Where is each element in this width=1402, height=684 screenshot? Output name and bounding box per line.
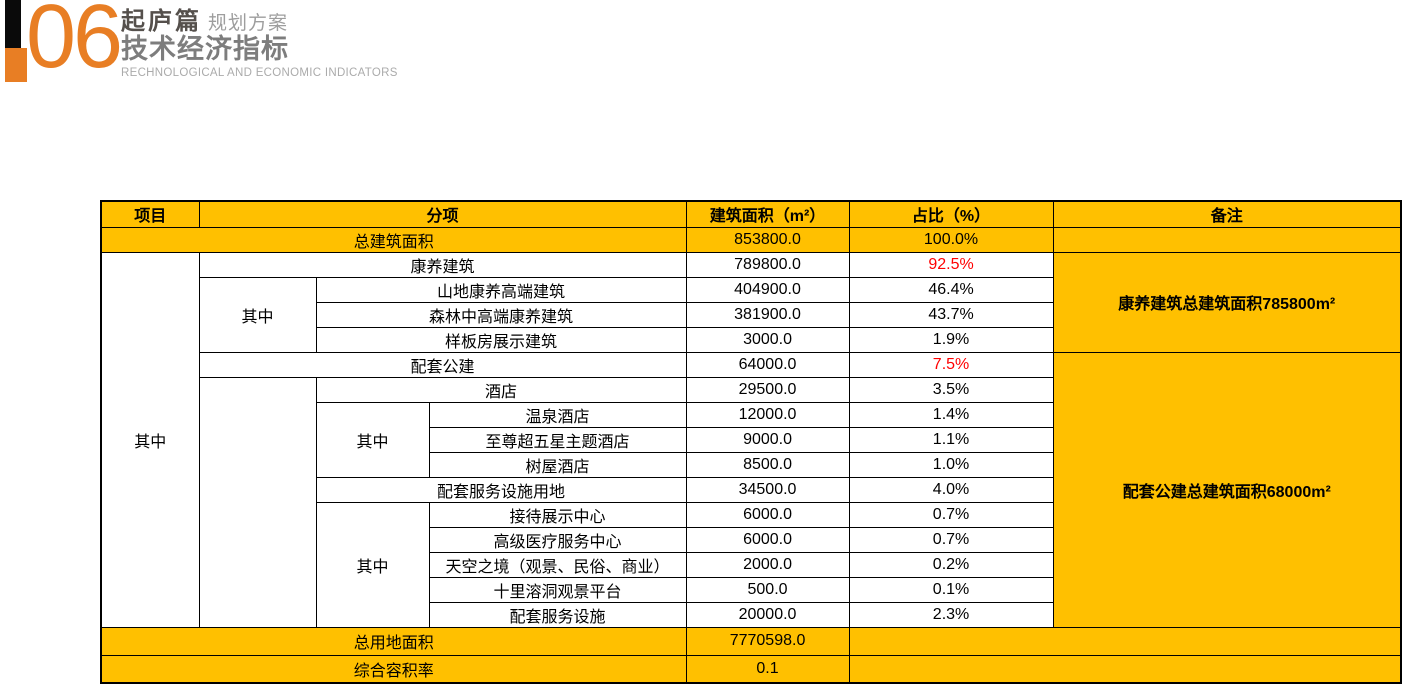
cell-percent: 4.0% (848, 476, 1054, 503)
cell-percent: 1.0% (848, 451, 1054, 478)
cell-label: 总用地面积 (100, 626, 687, 656)
cell-label: 森林中高端康养建筑 (315, 301, 687, 328)
cell-percent: 1.1% (848, 426, 1054, 453)
cell-label: 高级医疗服务中心 (428, 526, 687, 553)
section-number: 06 (26, 0, 123, 87)
cell-label: 酒店 (315, 376, 687, 403)
table-row-plot-ratio: 综合容积率 0.1 (100, 654, 1402, 684)
cell-remark-empty (1052, 226, 1402, 253)
cell-area: 3000.0 (685, 326, 850, 353)
cell-area: 64000.0 (685, 351, 850, 378)
cell-area: 853800.0 (685, 226, 850, 253)
cell-label: 天空之境（观景、民俗、商业） (428, 551, 687, 578)
cell-label: 配套服务设施 (428, 601, 687, 628)
cell-label: 树屋酒店 (428, 451, 687, 478)
cell-percent: 0.1% (848, 576, 1054, 603)
cell-percent: 0.2% (848, 551, 1054, 578)
table-row: 酒店 29500.0 3.5% (101, 376, 1401, 628)
page-subtitle-en: RECHNOLOGICAL AND ECONOMIC INDICATORS (121, 67, 398, 80)
brand-orange-bar (5, 48, 27, 82)
table-row: 其中 山地康养高端建筑 404900.0 46.4% (101, 276, 1401, 353)
column-header-remarks: 备注 (1052, 200, 1402, 228)
cell-area: 0.1 (685, 654, 850, 684)
cell-percent: 0.7% (848, 501, 1054, 528)
cell-label: 至尊超五星主题酒店 (428, 426, 687, 453)
kicker-title: 起庐篇 (121, 8, 202, 35)
cell-merge-qizhong-level2: 其中 (198, 276, 317, 353)
cell-percent: 92.5% (848, 251, 1054, 278)
cell-empty (848, 654, 1402, 684)
cell-area: 9000.0 (685, 426, 850, 453)
table-row: 高级医疗服务中心 6000.0 0.7% (101, 526, 1401, 553)
cell-area: 2000.0 (685, 551, 850, 578)
table-row-kangyang: 其中 康养建筑 789800.0 92.5% 康养建筑总建筑面积785800m² (100, 251, 1402, 628)
cell-label: 综合容积率 (100, 654, 687, 684)
table-row: 十里溶洞观景平台 500.0 0.1% (101, 576, 1401, 603)
cell-label: 配套公建 (198, 351, 687, 378)
cell-area: 6000.0 (685, 526, 850, 553)
cell-remark-peitao: 配套公建总建筑面积68000m² (1052, 351, 1402, 628)
table-row-total-floor-area: 总建筑面积 853800.0 100.0% (100, 226, 1402, 253)
column-header-floor-area: 建筑面积（m²） (685, 200, 850, 228)
kicker-subtitle: 规划方案 (208, 13, 289, 34)
cell-label: 总建筑面积 (100, 226, 687, 253)
column-header-subitem: 分项 (198, 200, 687, 228)
cell-area: 34500.0 (685, 476, 850, 503)
table-row: 树屋酒店 8500.0 1.0% (101, 451, 1401, 478)
cell-label: 山地康养高端建筑 (315, 276, 687, 303)
cell-percent: 7.5% (848, 351, 1054, 378)
cell-area: 29500.0 (685, 376, 850, 403)
cell-area: 6000.0 (685, 501, 850, 528)
table-row-total-land-area: 总用地面积 7770598.0 (100, 626, 1402, 656)
cell-area: 404900.0 (685, 276, 850, 303)
cell-empty (848, 626, 1402, 656)
table-row-peitao: 配套公建 64000.0 7.5% 配套公建总建筑面积68000m² (101, 351, 1402, 628)
cell-merge-qizhong-level1: 其中 (100, 251, 200, 628)
cell-label: 温泉酒店 (428, 401, 687, 428)
cell-percent: 1.9% (848, 326, 1054, 353)
brand-black-bar (5, 0, 21, 48)
cell-merge-qizhong-hotels: 其中 (315, 401, 430, 478)
cell-percent: 43.7% (848, 301, 1054, 328)
page-header: 起庐篇 规划方案 技术经济指标 RECHNOLOGICAL AND ECONOMI… (121, 8, 398, 80)
cell-percent: 0.7% (848, 526, 1054, 553)
cell-label: 样板房展示建筑 (315, 326, 687, 353)
cell-label: 康养建筑 (198, 251, 687, 278)
table-row: 其中 接待展示中心 6000.0 0.7% (101, 501, 1401, 628)
cell-area: 789800.0 (685, 251, 850, 278)
table-row: 天空之境（观景、民俗、商业） 2000.0 0.2% (101, 551, 1401, 578)
column-header-percentage: 占比（%） (848, 200, 1054, 228)
cell-percent: 100.0% (848, 226, 1054, 253)
table-header-row: 项目 分项 建筑面积（m²） 占比（%） 备注 (100, 200, 1402, 228)
cell-remark-kangyang: 康养建筑总建筑面积785800m² (1052, 251, 1402, 353)
kicker-line: 起庐篇 规划方案 (121, 8, 398, 35)
table-row: 其中 温泉酒店 12000.0 1.4% (101, 401, 1401, 478)
table-row: 森林中高端康养建筑 381900.0 43.7% (101, 301, 1401, 328)
cell-area: 12000.0 (685, 401, 850, 428)
cell-area: 8500.0 (685, 451, 850, 478)
cell-area: 500.0 (685, 576, 850, 603)
cell-label: 接待展示中心 (428, 501, 687, 528)
cell-percent: 1.4% (848, 401, 1054, 428)
cell-label: 配套服务设施用地 (315, 476, 687, 503)
cell-area: 7770598.0 (685, 626, 850, 656)
cell-empty-spacer (198, 376, 317, 628)
cell-area: 381900.0 (685, 301, 850, 328)
cell-area: 20000.0 (685, 601, 850, 628)
cell-merge-qizhong-facilities: 其中 (315, 501, 430, 628)
cell-percent: 46.4% (848, 276, 1054, 303)
indicators-table: 项目 分项 建筑面积（m²） 占比（%） 备注 总建筑面积 853800.0 1… (100, 200, 1402, 684)
table-row: 配套服务设施用地 34500.0 4.0% (101, 476, 1401, 503)
column-header-project: 项目 (100, 200, 200, 228)
table-row: 样板房展示建筑 3000.0 1.9% (101, 326, 1401, 353)
cell-percent: 2.3% (848, 601, 1054, 628)
page-title: 技术经济指标 (121, 34, 289, 65)
cell-percent: 3.5% (848, 376, 1054, 403)
cell-label: 十里溶洞观景平台 (428, 576, 687, 603)
